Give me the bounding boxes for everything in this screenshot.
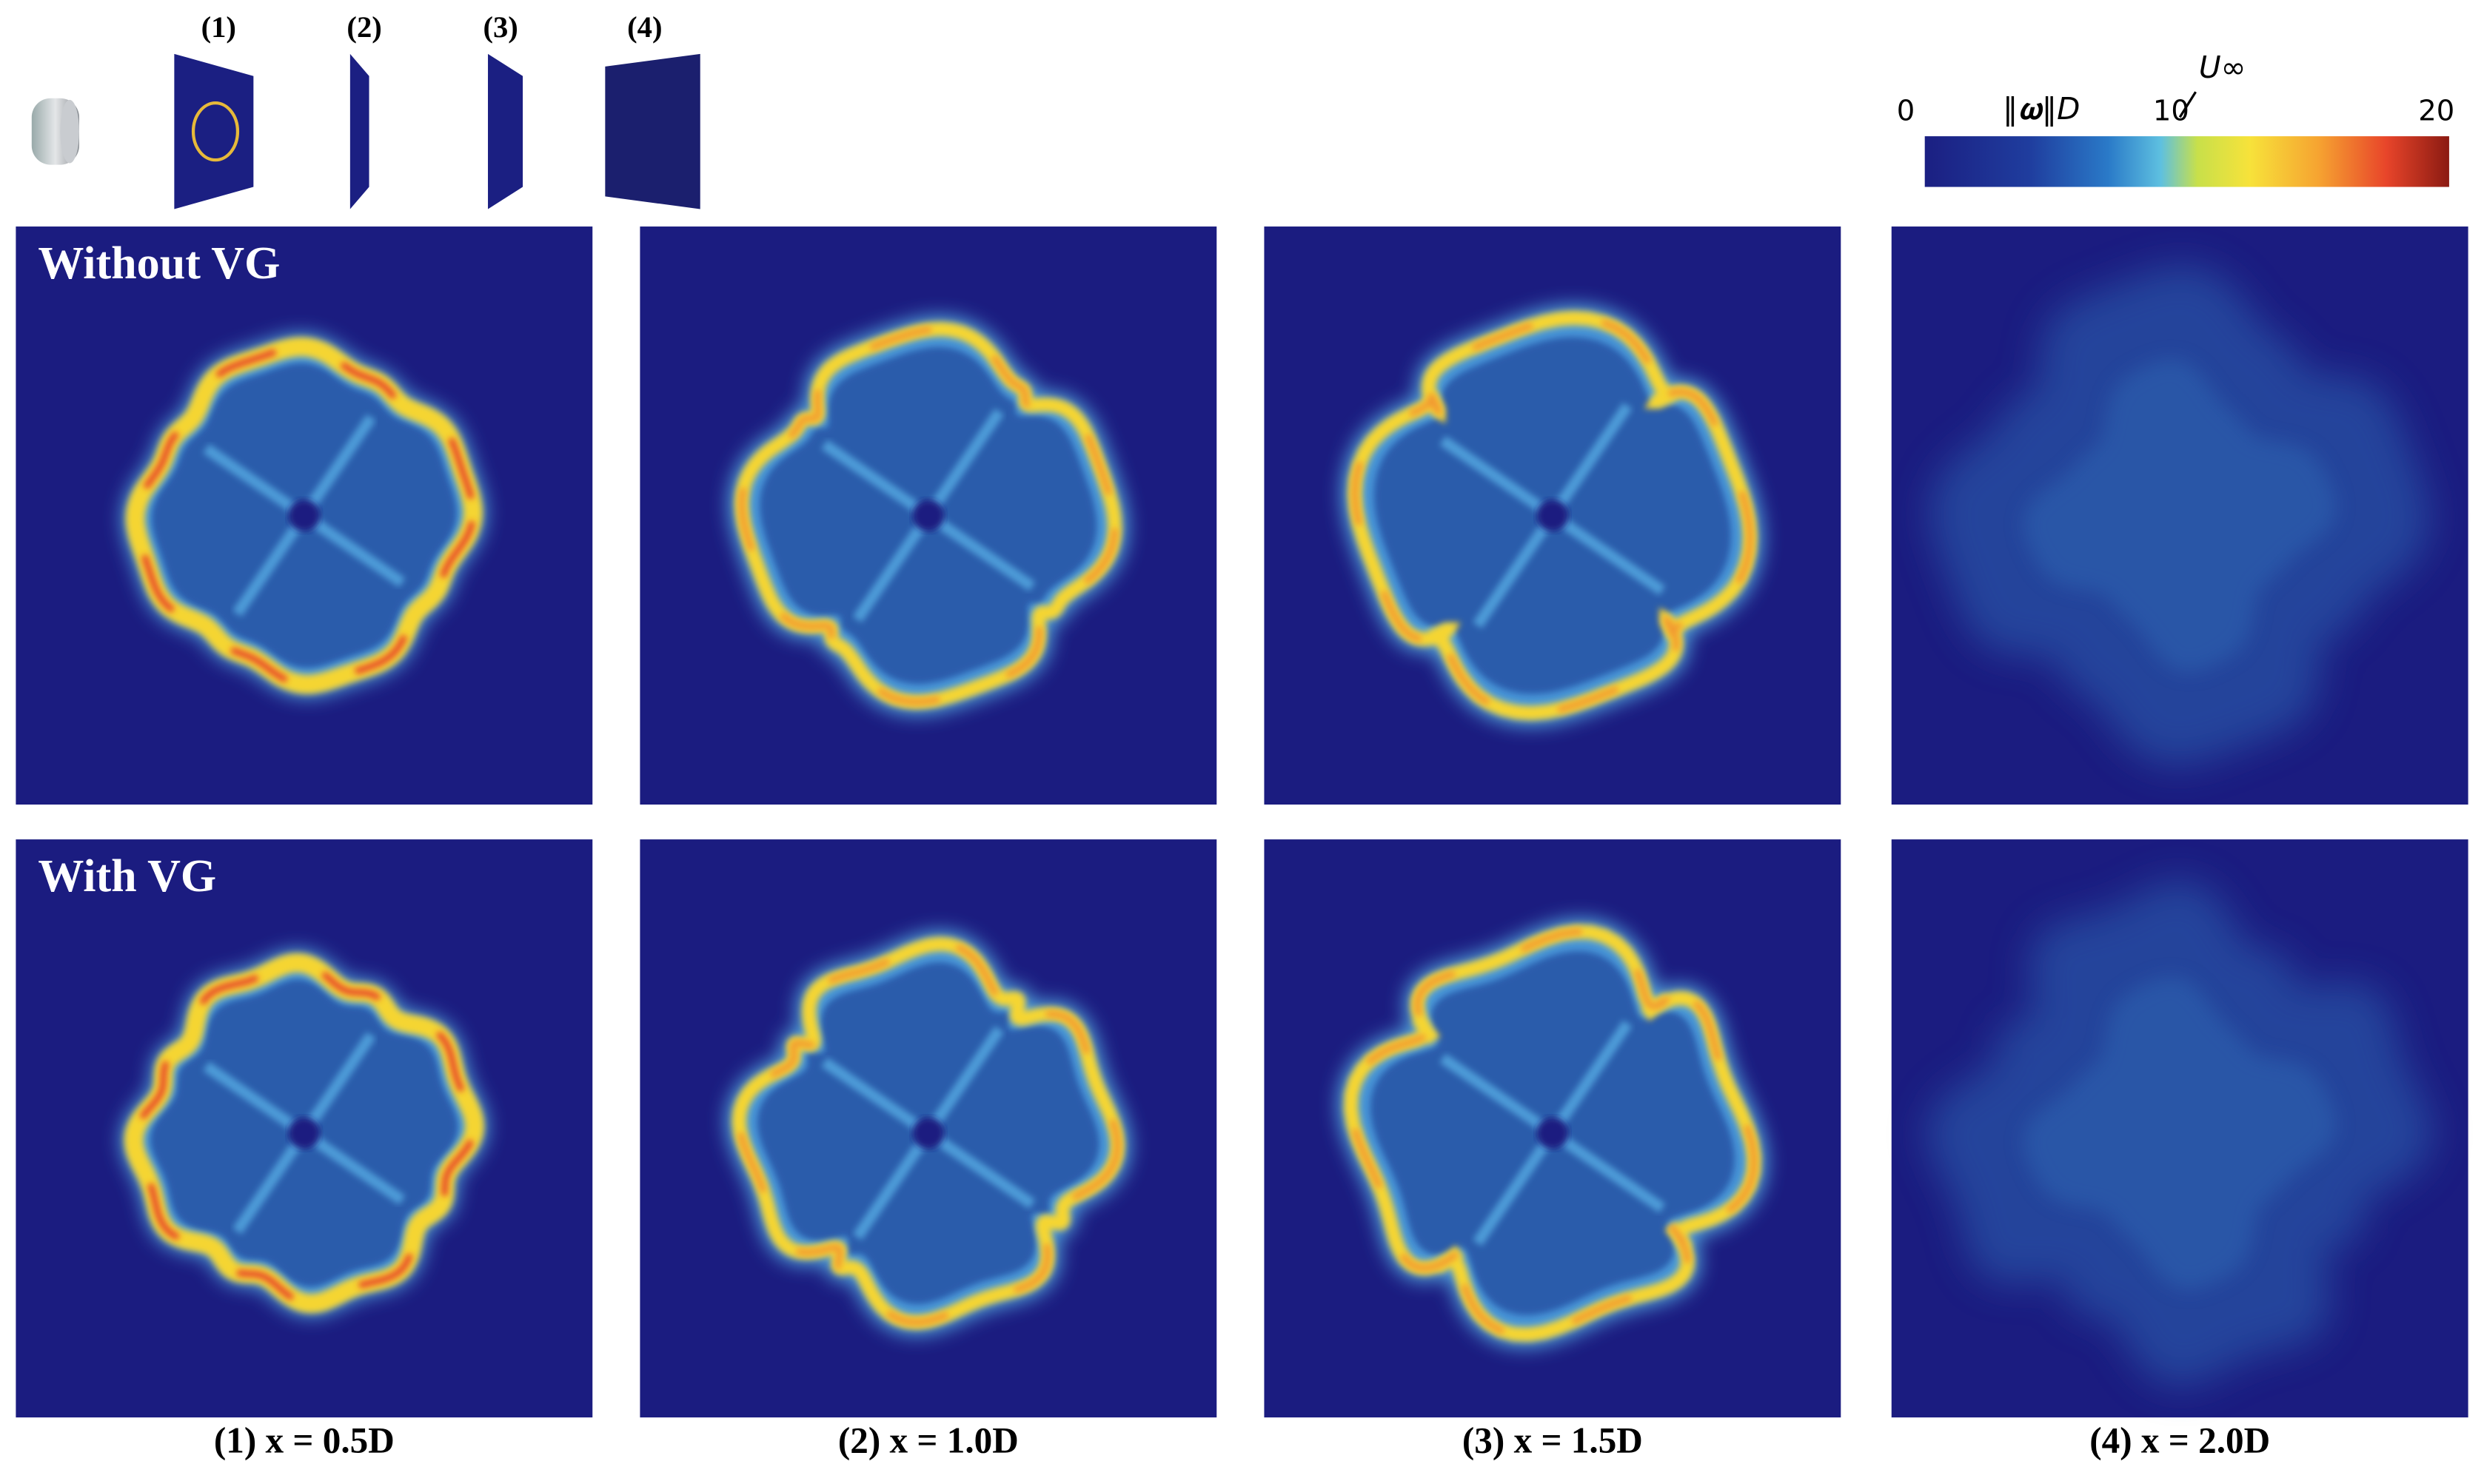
- contour-panel: [16, 226, 593, 805]
- vortex-sheet: [923, 408, 1005, 519]
- column-caption: (4) x = 2.0D: [2089, 1420, 2270, 1461]
- vortex-sheet: [1547, 402, 1633, 519]
- thumbnail-label: (3): [483, 10, 518, 44]
- vorticity-peak: [132, 343, 477, 688]
- vorticity-core: [2023, 976, 2337, 1290]
- vortex-sheet: [821, 1057, 932, 1138]
- contour-panel: [1891, 839, 2468, 1418]
- row-label: With VG: [38, 851, 216, 902]
- fraction-slash: [2178, 91, 2197, 118]
- vortex-sheet: [1473, 1129, 1558, 1246]
- vorticity-peak: [735, 941, 1121, 1326]
- colorbar-label-denominator: U∞: [2199, 50, 2246, 85]
- contour-panel: [1264, 226, 1841, 805]
- vortex-center: [1536, 1117, 1569, 1149]
- vorticity-peak: [1348, 928, 1758, 1338]
- colorbar-label-numerator: ‖𝛚‖D: [2003, 91, 2080, 127]
- cylinder-end: [60, 99, 79, 164]
- vortex-sheet: [1547, 1020, 1633, 1137]
- vortex-sheet: [925, 1128, 1036, 1209]
- vorticity-peak: [1351, 315, 1754, 716]
- slice-thumb-1: [174, 53, 254, 209]
- slice-ring: [191, 101, 240, 162]
- thumbnail-label: (1): [201, 10, 236, 44]
- colorbar-tick-label: 10: [2153, 94, 2189, 127]
- column-caption: (1) x = 0.5D: [214, 1420, 395, 1461]
- vortex-sheet: [203, 443, 308, 520]
- geometry-thumbnails: [31, 53, 700, 209]
- vortex-sheet: [821, 440, 932, 520]
- vorticity-peak: [738, 326, 1119, 705]
- colorbar: [1924, 136, 2449, 187]
- vortex-sheet: [232, 1129, 309, 1235]
- vortex-sheet: [301, 511, 406, 588]
- contour-panel: [1891, 226, 2468, 805]
- vorticity-peak: [130, 959, 478, 1307]
- vortex-sheet: [232, 512, 309, 617]
- vortex-center: [288, 1117, 321, 1149]
- vortex-sheet: [852, 1129, 934, 1240]
- column-caption: (3) x = 1.5D: [1462, 1420, 1643, 1461]
- vortex-center: [288, 500, 321, 531]
- vortex-sheet: [923, 1026, 1005, 1137]
- vortex-sheet: [1473, 512, 1558, 629]
- vortex-sheet: [852, 512, 934, 623]
- vortex-center: [912, 500, 945, 531]
- vortex-sheet: [1549, 511, 1666, 596]
- contour-panel: [640, 839, 1217, 1418]
- colorbar-tick-label: 20: [2418, 94, 2454, 127]
- vortex-sheet: [299, 1032, 376, 1137]
- vorticity-core: [2023, 359, 2337, 672]
- thumbnail-label: (2): [347, 10, 381, 44]
- vortex-center: [912, 1117, 945, 1149]
- vortex-sheet: [301, 1128, 406, 1205]
- colorbar-tick-label: 0: [1897, 94, 1915, 127]
- vortex-sheet: [925, 511, 1036, 591]
- contour-panel: [1264, 839, 1841, 1418]
- vortex-sheet: [1549, 1128, 1666, 1213]
- vortex-sheet: [1439, 435, 1556, 520]
- contour-panel: [16, 839, 593, 1418]
- thumbnail-label: (4): [627, 10, 662, 44]
- row-label: Without VG: [38, 238, 280, 289]
- vortex-sheet: [1439, 1053, 1556, 1138]
- slice-thumb-4: [605, 53, 700, 209]
- slice-thumb-2: [349, 53, 369, 209]
- vortex-sheet: [299, 414, 376, 519]
- vortex-sheet: [203, 1061, 308, 1138]
- contour-panel: [640, 226, 1217, 805]
- slice-thumb-3: [488, 53, 523, 209]
- column-caption: (2) x = 1.0D: [838, 1420, 1019, 1461]
- vortex-center: [1536, 500, 1569, 531]
